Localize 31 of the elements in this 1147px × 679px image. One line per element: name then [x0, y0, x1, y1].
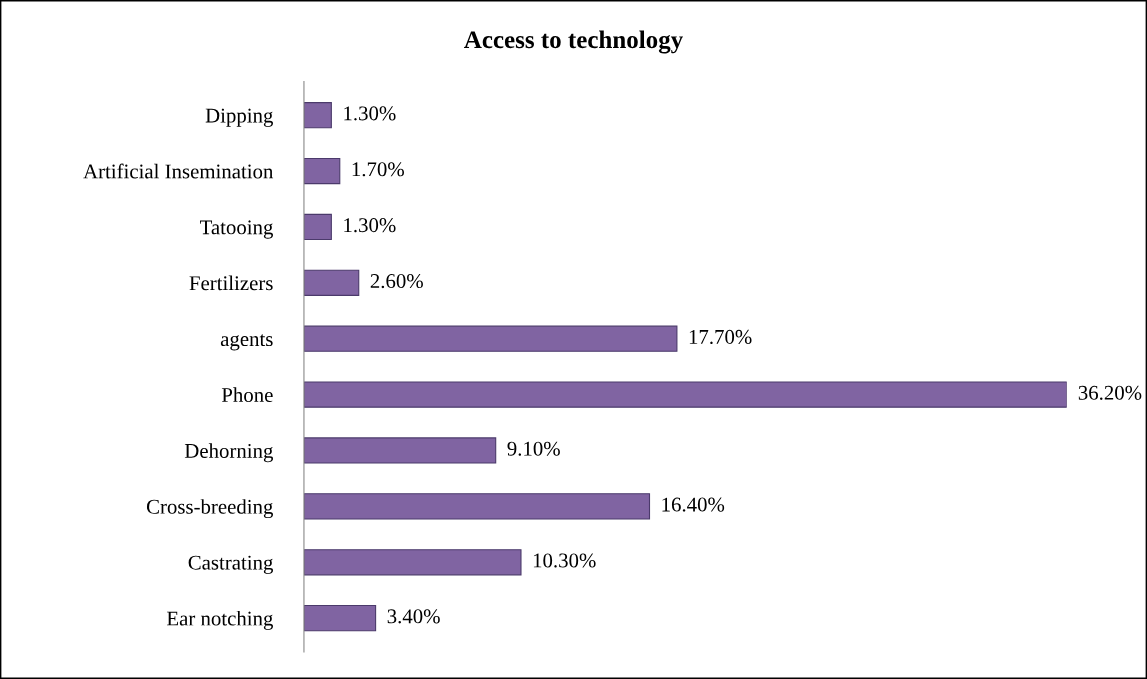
y-tick-label: Fertilizers [189, 275, 273, 291]
data-label: 2.60% [370, 273, 423, 289]
y-tick-label: Tatooing [200, 220, 273, 239]
data-label: 1.30% [344, 218, 396, 233]
bar [303, 102, 332, 129]
y-tick-label: Dipping [205, 108, 273, 127]
y-tick-label: Cross-breeding [146, 499, 273, 519]
data-label: 17.70% [689, 329, 752, 345]
bar [303, 605, 377, 632]
bar [303, 493, 651, 520]
bar [303, 325, 678, 352]
data-label: 36.20% [1078, 385, 1142, 400]
bar [303, 157, 341, 185]
y-tick-label: Phone [221, 387, 273, 403]
y-tick-label: agents [220, 334, 273, 351]
bar [303, 437, 497, 464]
data-label: 3.40% [387, 609, 440, 624]
bar [303, 213, 332, 241]
data-label: 1.70% [352, 162, 404, 177]
bar [303, 549, 522, 576]
y-tick-label: Ear notching [166, 610, 273, 630]
data-label: 10.30% [533, 553, 596, 568]
chart-title: Access to technology [464, 30, 683, 54]
data-label: 16.40% [662, 497, 725, 512]
bar [303, 269, 360, 296]
bar [303, 381, 1067, 408]
data-label: 9.10% [507, 441, 560, 456]
y-tick-label: Castrating [188, 555, 273, 574]
y-tick-label: Dehorning [184, 443, 273, 463]
data-label: 1.30% [344, 106, 396, 121]
y-tick-label: Artificial Insemination [83, 163, 274, 179]
